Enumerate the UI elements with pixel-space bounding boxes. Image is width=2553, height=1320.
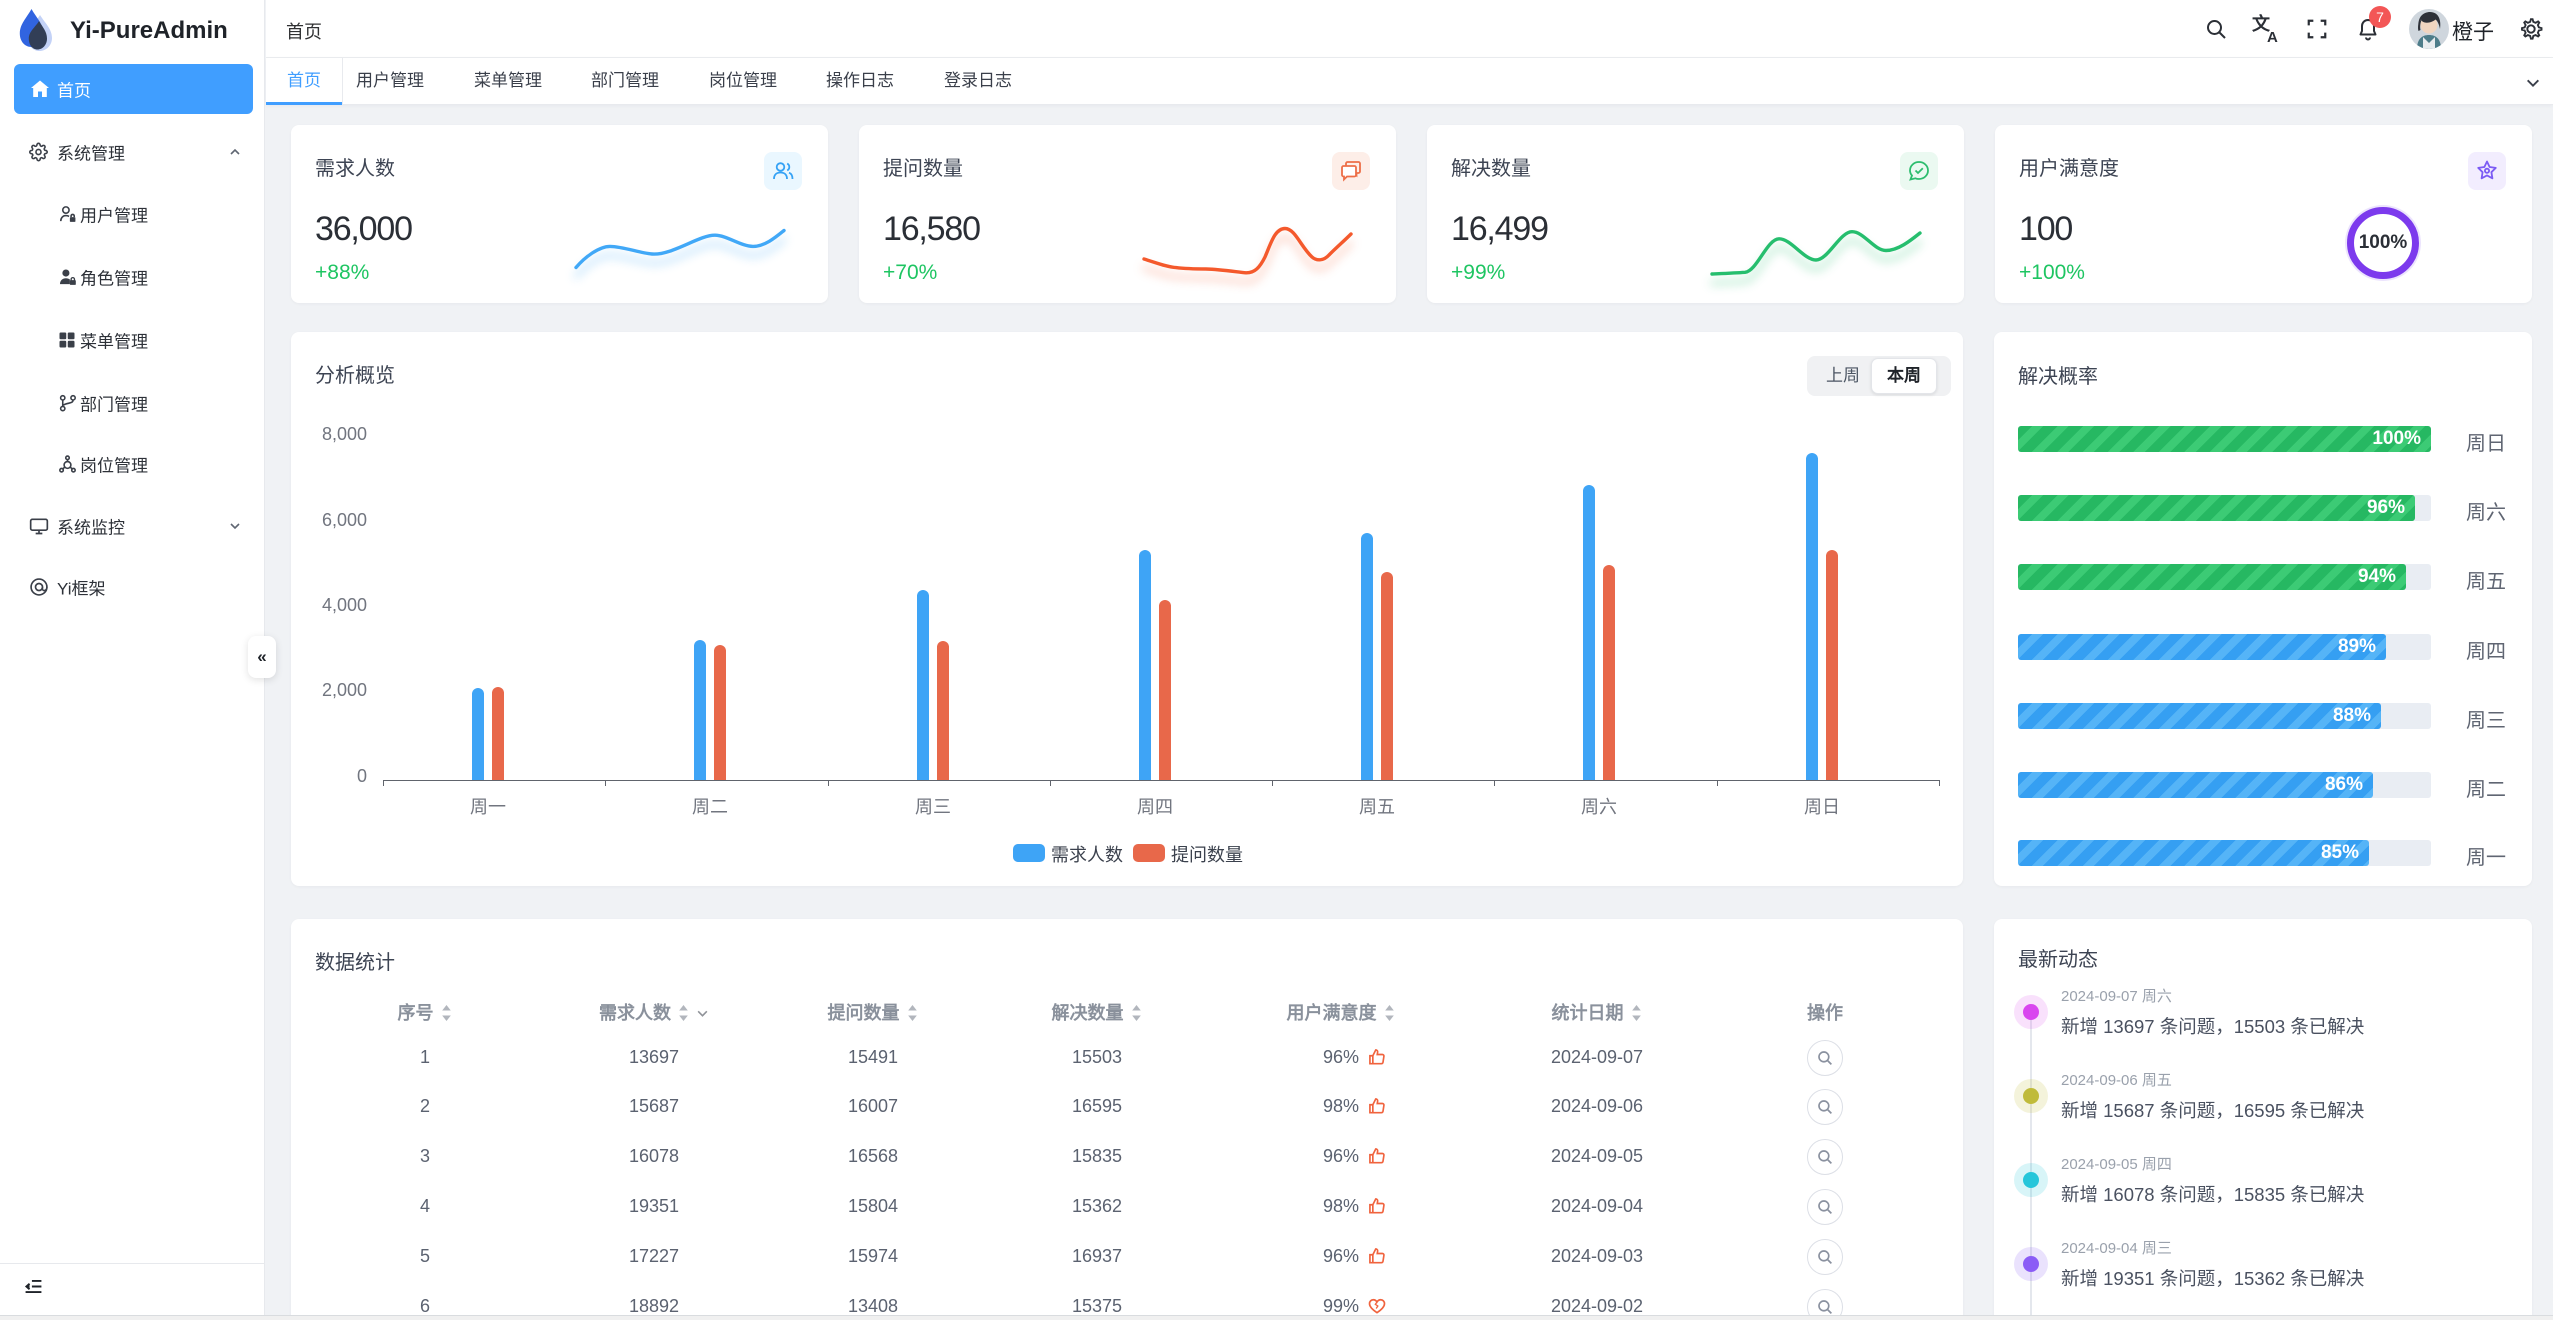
- svg-text:A: A: [2267, 29, 2278, 44]
- svg-text:文: 文: [2252, 14, 2271, 34]
